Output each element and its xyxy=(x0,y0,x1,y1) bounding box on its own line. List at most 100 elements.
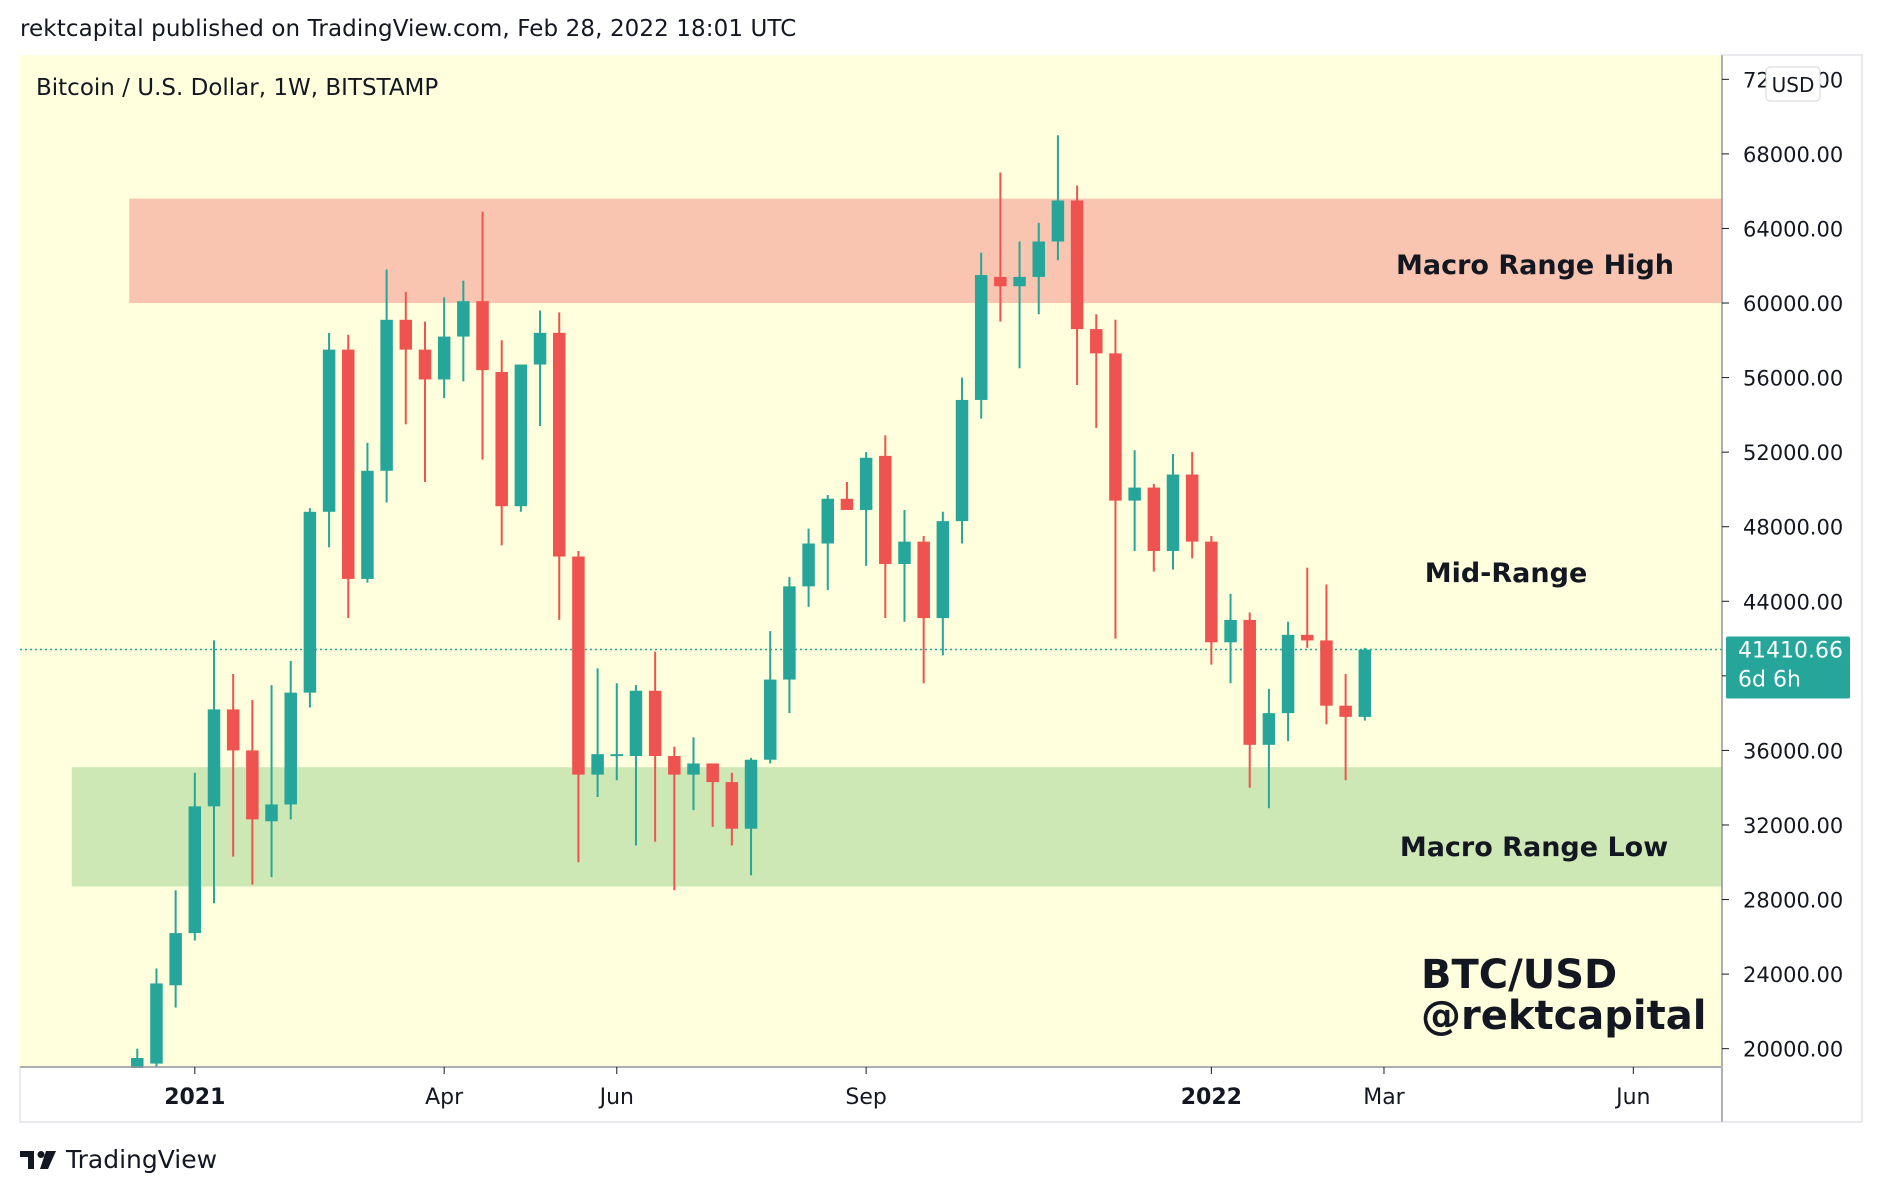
candle-body-up xyxy=(687,763,700,775)
candle-body-down xyxy=(668,756,681,775)
candle xyxy=(533,310,547,427)
price-axis[interactable]: 20000.00 24000.00 28000.00 32000.00 36000.00… xyxy=(1722,68,1843,1062)
candle xyxy=(1051,135,1065,261)
candle xyxy=(1205,536,1218,665)
candle xyxy=(706,763,719,827)
candle xyxy=(879,435,892,619)
candle xyxy=(1243,612,1256,788)
candle-body-down xyxy=(1090,329,1103,354)
time-axis[interactable]: 2021 Apr Jun Sep 2022 Mar Jun xyxy=(164,1067,1651,1110)
currency-badge-box[interactable] xyxy=(1765,66,1821,102)
tradingview-logo-icon xyxy=(20,1150,56,1169)
candle-body-down xyxy=(1301,634,1314,641)
candle-body-down xyxy=(879,455,892,564)
candle-body-up xyxy=(188,806,202,934)
candle-body-up xyxy=(437,336,451,380)
candle xyxy=(380,269,393,503)
candle-body-up xyxy=(629,690,643,757)
candle-body-down xyxy=(1147,487,1161,551)
candle-body-up xyxy=(898,541,911,564)
candle-body-up xyxy=(1032,241,1045,277)
macro-range-low-label: Macro Range Low xyxy=(1400,832,1668,863)
candle-body-up xyxy=(859,457,873,510)
publish-header: rektcapital published on TradingView.com… xyxy=(20,16,797,42)
candle xyxy=(265,685,278,878)
candle-body-down xyxy=(1070,200,1084,330)
candle xyxy=(1032,222,1045,315)
candle xyxy=(246,700,259,885)
candle xyxy=(418,321,432,482)
candle xyxy=(1013,241,1026,369)
candle-body-up xyxy=(1166,474,1180,551)
candle xyxy=(1185,452,1199,559)
candle-body-down xyxy=(840,498,854,510)
current-price-tag: 41410.66 6d 6h xyxy=(1726,636,1850,699)
candle xyxy=(437,297,451,399)
x-tick-label: Jun xyxy=(1614,1085,1650,1110)
candle xyxy=(399,291,413,425)
tradingview-brand[interactable]: TradingView xyxy=(20,1145,217,1174)
watermark-handle: @rektcapital xyxy=(1421,993,1706,1039)
candle-body-up xyxy=(303,511,317,693)
candle-body-down xyxy=(246,750,259,820)
candle-body-up xyxy=(955,399,969,522)
candle-body-up xyxy=(936,521,950,619)
candle xyxy=(859,452,873,566)
candle xyxy=(763,631,777,764)
candle-body-up xyxy=(457,301,470,337)
candle-body-down xyxy=(1243,619,1256,745)
y-tick-label: 32000.00 xyxy=(1743,814,1843,838)
candle-body-up xyxy=(1128,487,1141,501)
y-tick-label: 48000.00 xyxy=(1743,516,1843,540)
candle xyxy=(226,673,240,857)
candle-body-down xyxy=(552,332,566,557)
candle xyxy=(457,280,470,382)
candle xyxy=(1166,454,1180,570)
y-tick-label: 28000.00 xyxy=(1743,889,1843,913)
candle xyxy=(150,968,163,1068)
candle xyxy=(1070,185,1084,386)
candle-body-down xyxy=(1320,640,1333,706)
y-tick-label: 20000.00 xyxy=(1743,1038,1843,1062)
candle-body-up xyxy=(802,543,815,587)
candle-body-down xyxy=(1185,474,1199,542)
candle-body-down xyxy=(917,541,930,619)
currency-badge[interactable]: USD xyxy=(1765,66,1821,102)
candle-body-up xyxy=(591,754,604,775)
mid-range-label: Mid-Range xyxy=(1425,558,1588,589)
candle xyxy=(1128,450,1141,551)
candle xyxy=(169,890,182,1008)
candle-body-up xyxy=(284,692,297,805)
candle xyxy=(898,509,911,622)
candle xyxy=(188,772,202,941)
candle-body-down xyxy=(706,763,719,783)
candle-body-up xyxy=(1281,634,1295,714)
candle-body-up xyxy=(974,275,988,400)
candle-body-up xyxy=(1051,200,1065,242)
candle xyxy=(495,340,508,546)
y-tick-label: 36000.00 xyxy=(1743,739,1843,763)
candle-body-up xyxy=(821,498,835,544)
candle xyxy=(1090,314,1103,428)
candle-body-up xyxy=(514,364,528,507)
candle-body-up xyxy=(150,983,163,1064)
candle xyxy=(342,334,355,619)
candles xyxy=(131,135,1372,1068)
current-price-value: 41410.66 xyxy=(1738,639,1843,664)
x-tick-label: 2022 xyxy=(1181,1085,1242,1110)
candle xyxy=(955,377,969,544)
candle xyxy=(1281,621,1295,742)
candle-body-up xyxy=(763,679,777,760)
macro-range-high-label: Macro Range High xyxy=(1396,250,1674,281)
x-tick-label: Apr xyxy=(425,1085,464,1110)
candle-body-down xyxy=(725,782,739,829)
candle xyxy=(591,668,604,798)
candle xyxy=(1358,647,1372,721)
candle xyxy=(1320,584,1333,725)
candle xyxy=(687,737,700,811)
candle-body-up xyxy=(1358,649,1372,717)
candle-body-up xyxy=(322,349,336,512)
candle xyxy=(552,312,566,620)
candle xyxy=(725,772,739,846)
candle-body-up xyxy=(265,804,278,822)
